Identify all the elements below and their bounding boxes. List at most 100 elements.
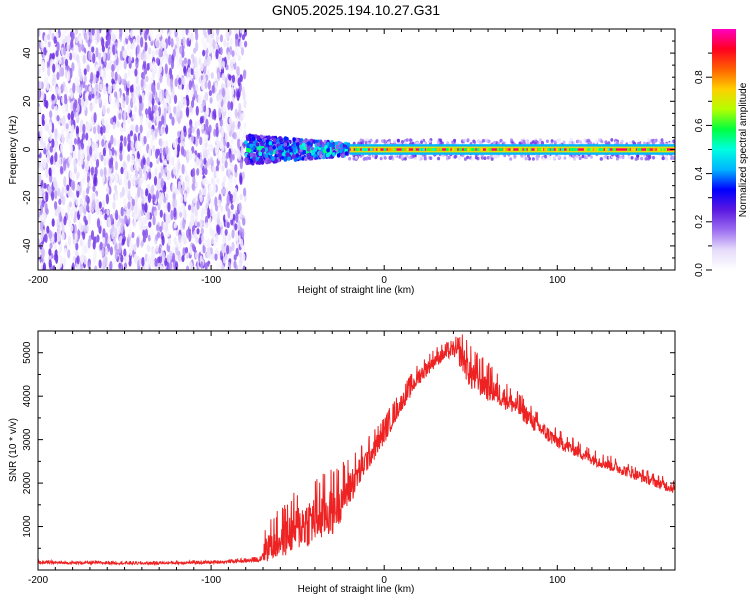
heatmap-cell — [127, 154, 131, 162]
heatmap-cell — [479, 140, 483, 145]
heatmap-cell — [179, 110, 183, 120]
heatmap-cell — [175, 48, 179, 59]
heatmap-cell — [169, 29, 173, 35]
heatmap-cell — [148, 221, 152, 228]
heatmap-cell — [226, 193, 230, 205]
heatmap-cell — [174, 78, 178, 87]
heatmap-cell — [92, 52, 96, 64]
heatmap-cell — [125, 29, 129, 40]
heatmap-cell — [47, 142, 51, 152]
heatmap-cell — [400, 154, 404, 159]
heatmap-cell — [126, 80, 130, 89]
heatmap-cell — [171, 88, 175, 100]
heatmap-cell — [152, 215, 156, 226]
heatmap-cell — [190, 135, 195, 143]
heatmap-cell — [432, 148, 436, 151]
heatmap-cell — [626, 148, 630, 151]
heatmap-cell — [383, 148, 387, 151]
heatmap-cell — [368, 156, 372, 161]
heatmap-cell — [217, 71, 221, 82]
heatmap-cell — [226, 41, 230, 48]
heatmap-cell — [224, 160, 228, 169]
heatmap-cell — [207, 80, 211, 91]
heatmap-cell — [101, 174, 106, 183]
heatmap-cell — [61, 105, 65, 114]
heatmap-cell — [557, 154, 561, 159]
heatmap-cell — [306, 147, 311, 152]
snr-series-line — [38, 334, 675, 567]
heatmap-cell — [51, 103, 55, 110]
heatmap-cell — [422, 148, 425, 151]
heatmap-cell — [140, 51, 144, 61]
heatmap-cell — [161, 235, 165, 246]
heatmap-cell — [612, 148, 616, 151]
heatmap-cell — [289, 148, 293, 153]
heatmap-cell — [202, 188, 206, 196]
heatmap-cell — [264, 147, 269, 152]
heatmap-cell — [81, 44, 85, 52]
heatmap-cell — [173, 106, 177, 114]
heatmap-cell — [208, 124, 212, 134]
heatmap-cell — [44, 135, 48, 142]
heatmap-cell — [653, 139, 657, 144]
heatmap-cell — [123, 60, 127, 70]
heatmap-cell — [172, 166, 176, 175]
heatmap-cell — [418, 148, 422, 151]
heatmap-cell — [119, 29, 123, 38]
heatmap-cell — [111, 231, 115, 240]
heatmap-cell — [292, 137, 296, 142]
heatmap-cell — [239, 39, 243, 50]
heatmap-cell — [151, 171, 155, 181]
heatmap-cell — [249, 143, 253, 148]
heatmap-cell — [152, 105, 156, 112]
heatmap-cell — [202, 49, 206, 57]
heatmap-cell — [148, 83, 152, 92]
heatmap-cell — [125, 94, 129, 106]
heatmap-cell — [221, 164, 225, 172]
heatmap-cell — [604, 148, 608, 151]
heatmap-cell — [212, 210, 216, 220]
heatmap-cell — [282, 152, 286, 157]
heatmap-cell — [113, 137, 117, 146]
heatmap-cell — [208, 44, 212, 55]
heatmap-cell — [83, 32, 87, 40]
heatmap-cell — [199, 168, 203, 175]
heatmap-cell — [219, 46, 223, 56]
heatmap-cell — [232, 55, 236, 64]
heatmap-cell — [439, 138, 443, 143]
heatmap-cell — [88, 50, 92, 61]
heatmap-cell — [243, 187, 247, 197]
heatmap-cell — [332, 152, 336, 157]
heatmap-cell — [108, 142, 112, 149]
heatmap-cell — [112, 201, 116, 210]
heatmap-cell — [59, 165, 64, 175]
heatmap-cell — [140, 209, 144, 217]
heatmap-cell — [159, 209, 163, 218]
heatmap-cell — [209, 208, 213, 217]
heatmap-cell — [102, 51, 106, 62]
heatmap-cell — [68, 132, 72, 141]
spectrogram-x-label: Height of straight line (km) — [298, 285, 415, 296]
colorbar-tick-label: 0.6 — [694, 118, 705, 132]
heatmap-cell — [165, 53, 169, 60]
heatmap-cell — [227, 51, 231, 60]
heatmap-cell — [133, 253, 137, 264]
heatmap-cell — [132, 113, 136, 120]
heatmap-cell — [640, 156, 644, 161]
spectrogram-marks — [38, 29, 675, 270]
heatmap-cell — [109, 260, 113, 270]
heatmap-cell — [57, 251, 61, 259]
heatmap-cell — [191, 202, 195, 214]
heatmap-cell — [196, 128, 200, 139]
heatmap-cell — [58, 57, 62, 65]
heatmap-cell — [228, 117, 232, 124]
heatmap-cell — [239, 125, 243, 132]
heatmap-cell — [122, 100, 126, 109]
heatmap-cell — [280, 155, 285, 160]
heatmap-cell — [66, 51, 70, 59]
heatmap-cell — [420, 140, 423, 144]
heatmap-cell — [111, 34, 115, 42]
heatmap-cell — [616, 154, 620, 158]
heatmap-cell — [43, 47, 47, 56]
heatmap-cell — [47, 41, 51, 48]
